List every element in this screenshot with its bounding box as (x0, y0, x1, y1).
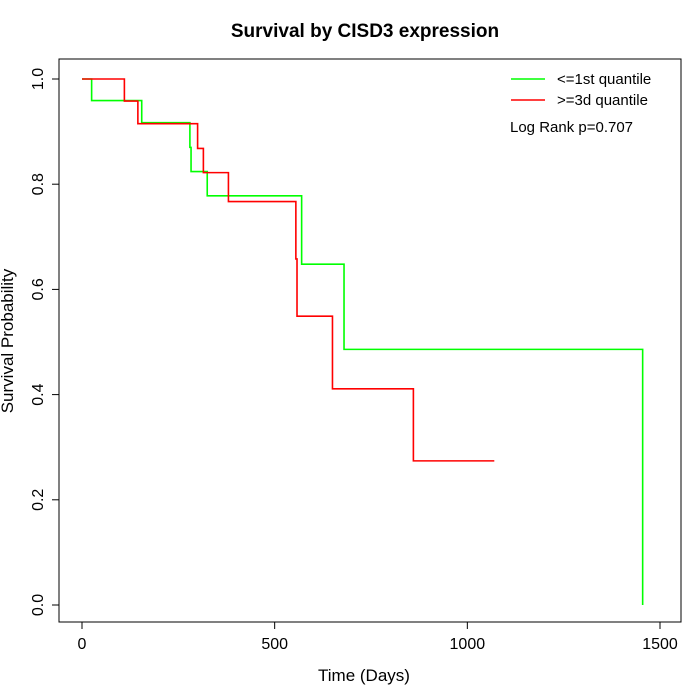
series-line-1 (82, 78, 495, 462)
series-line-0 (82, 78, 644, 605)
y-tick-label: 0.6 (30, 278, 47, 300)
legend-label-high: >=3d quantile (557, 92, 648, 109)
legend-label-low: <=1st quantile (557, 71, 651, 88)
plot-frame (58, 58, 682, 623)
x-tick-label: 1000 (450, 636, 486, 653)
y-tick-label: 1.0 (30, 68, 47, 90)
log-rank-annotation: Log Rank p=0.707 (510, 119, 633, 136)
x-tick-label: 500 (261, 636, 288, 653)
legend: <=1st quantile >=3d quantile (511, 71, 651, 109)
y-axis-label: Survival Probability (0, 268, 17, 413)
y-tick-label: 0.0 (30, 594, 47, 616)
x-axis-label: Time (Days) (318, 666, 410, 685)
x-tick-label: 0 (78, 636, 87, 653)
chart-title: Survival by CISD3 expression (231, 21, 499, 42)
y-tick-label: 0.8 (30, 173, 47, 195)
series-layer (82, 78, 644, 605)
x-axis: 0 500 1000 1500 (78, 622, 678, 653)
x-tick-label: 1500 (642, 636, 678, 653)
y-axis: 0.0 0.2 0.4 0.6 0.8 1.0 (30, 68, 59, 616)
y-tick-label: 0.4 (30, 383, 47, 405)
y-tick-label: 0.2 (30, 489, 47, 511)
